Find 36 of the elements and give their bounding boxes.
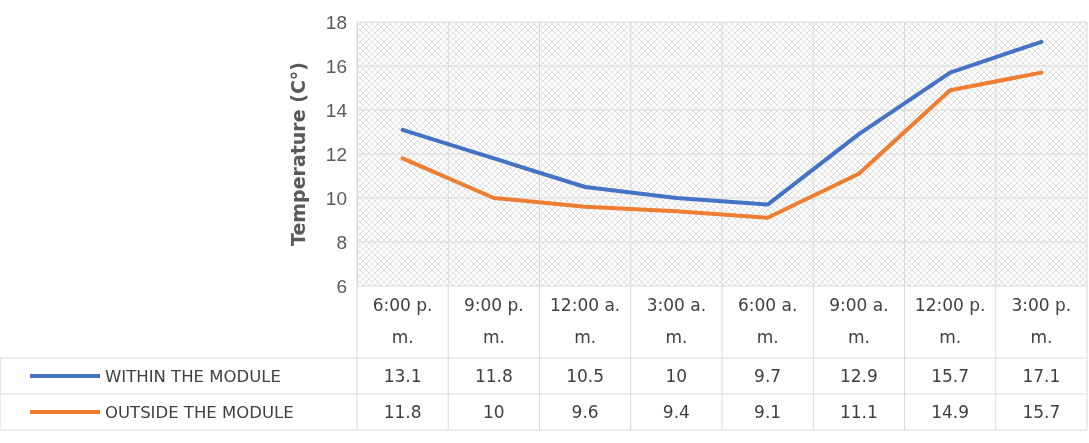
y-tick-label: 12 (325, 143, 347, 165)
data-label: 10.5 (566, 366, 605, 386)
x-tick-label: 9:00 p. m. (463, 295, 524, 347)
y-tick-label: 18 (325, 11, 347, 33)
x-tick-label: 6:00 p. m. (372, 295, 433, 347)
line-series (400, 39, 1044, 207)
data-label: 9.1 (754, 402, 782, 422)
x-tick-label: 6:00 a. m. (737, 295, 798, 347)
y-tick-label: 16 (325, 55, 347, 77)
y-tick-label: 8 (336, 231, 347, 253)
data-label: 15.7 (931, 366, 970, 386)
data-label: 9.7 (754, 366, 782, 386)
x-tick-label: 3:00 p. m. (1011, 295, 1072, 347)
data-label: 11.8 (474, 366, 513, 386)
y-axis-title: Temperature (C°) (287, 61, 309, 247)
data-label: 14.9 (931, 402, 970, 422)
data-label: 9.6 (571, 402, 599, 422)
y-tick-label: 6 (336, 275, 347, 297)
legend-label: OUTSIDE THE MODULE (105, 403, 294, 422)
data-label: 12.9 (839, 366, 878, 386)
x-tick-label: 12:00 p. m. (914, 295, 986, 347)
x-tick-label: 3:00 a. m. (646, 295, 707, 347)
y-tick-label: 10 (325, 187, 347, 209)
data-label: 13.1 (383, 366, 422, 386)
data-label: 9.4 (662, 402, 690, 422)
x-tick-label: 9:00 a. m. (829, 295, 889, 347)
line-series (400, 70, 1044, 220)
data-label: 11.8 (383, 402, 422, 422)
data-label: 10 (665, 366, 688, 386)
legend-label: WITHIN THE MODULE (105, 367, 281, 386)
data-label: 15.7 (1022, 402, 1061, 422)
x-tick-label: 12:00 a. m. (550, 295, 621, 347)
data-label: 17.1 (1022, 366, 1061, 386)
y-tick-label: 14 (325, 99, 348, 121)
data-label: 10 (483, 402, 505, 422)
data-label: 11.1 (839, 402, 878, 422)
